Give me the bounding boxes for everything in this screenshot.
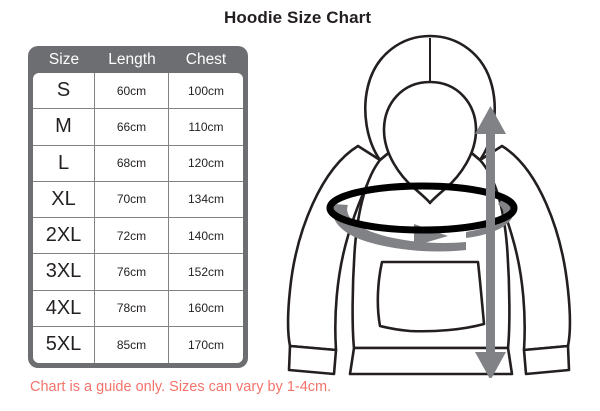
kangaroo-pocket — [376, 260, 486, 333]
cell-chest: 100cm — [187, 83, 225, 98]
table-header-row: Size Length Chest — [33, 46, 243, 73]
length-arrow-double — [475, 106, 506, 380]
cell-size: 3XL — [33, 254, 95, 290]
cell-chest: 110cm — [188, 119, 224, 134]
cell-size: 2XL — [33, 218, 95, 254]
table-row: 4XL 78cm 160cm — [33, 290, 243, 327]
table-body: S 60cm 100cm M 66cm 110cm L 68cm 120cm X… — [33, 73, 243, 363]
cell-size: S — [33, 73, 95, 109]
table-row: XL 70cm 134cm — [33, 181, 243, 218]
cell-size: M — [33, 109, 95, 145]
table-row: S 60cm 100cm — [33, 73, 243, 110]
cell-length: 72cm — [95, 218, 169, 254]
column-header-length: Length — [108, 50, 156, 68]
hood-opening — [382, 80, 478, 205]
size-chart-table: Size Length Chest S 60cm 100cm M 66cm 11… — [28, 46, 248, 368]
column-header-size: Size — [48, 50, 80, 68]
length-arrow-head-down — [475, 352, 506, 380]
page-title: Hoodie Size Chart — [224, 8, 372, 27]
cell-length: 76cm — [95, 254, 169, 290]
table-row: M 66cm 110cm — [33, 109, 243, 146]
cell-length: 60cm — [95, 73, 169, 109]
right-cuff — [522, 344, 571, 376]
cell-length: 66cm — [95, 109, 169, 145]
table-row: 2XL 72cm 140cm — [33, 218, 243, 255]
table-row: 5XL 85cm 170cm — [33, 326, 243, 363]
chest-ring-ellipse — [326, 182, 518, 234]
length-arrow-head-up — [475, 106, 506, 134]
column-header-chest: Chest — [185, 50, 227, 68]
cell-chest: 152cm — [187, 264, 225, 279]
footer-disclaimer: Chart is a guide only. Sizes can vary by… — [30, 379, 332, 395]
table-row: L 68cm 120cm — [33, 145, 243, 182]
table-row: 3XL 76cm 152cm — [33, 254, 243, 291]
cell-size: L — [33, 145, 95, 181]
cell-length: 68cm — [95, 145, 169, 181]
left-cuff — [287, 344, 338, 376]
cell-length: 78cm — [95, 290, 169, 326]
cell-length: 85cm — [95, 326, 169, 363]
cell-chest: 160cm — [187, 301, 225, 316]
hoodie-illustration: Chest Length — [262, 18, 600, 380]
cell-chest: 170cm — [187, 337, 225, 352]
cell-chest: 120cm — [187, 156, 225, 171]
cell-chest: 140cm — [187, 228, 225, 243]
cell-size: 4XL — [33, 290, 95, 326]
cell-length: 70cm — [95, 181, 169, 217]
cell-size: XL — [33, 181, 95, 217]
cell-size: 5XL — [33, 326, 95, 363]
hem-band — [348, 346, 514, 376]
cell-chest: 134cm — [187, 192, 225, 207]
hoodie-drawing — [286, 34, 572, 380]
